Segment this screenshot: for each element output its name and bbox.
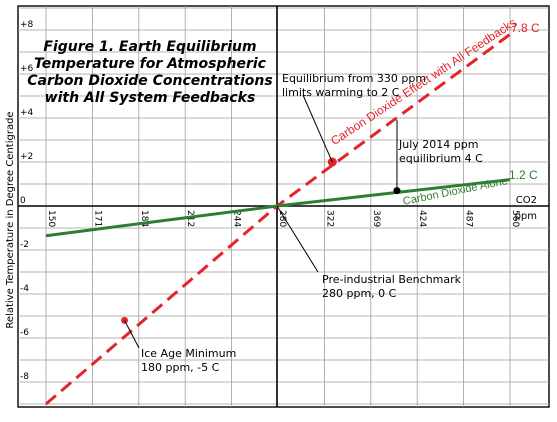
x-tick-label: 369 — [371, 210, 381, 227]
y-axis-label: Relative Temperature in Degree Centigrad… — [5, 111, 16, 328]
x-tick-label: 150 — [46, 210, 56, 227]
title-line-4: with All System Feedbacks — [45, 90, 256, 106]
title-line-2: Temperature for Atmospheric — [34, 56, 267, 72]
annotation-text: 180 ppm, -5 C — [141, 361, 220, 374]
annotation-text: Ice Age Minimum — [141, 347, 236, 360]
annotation-text: equilibrium 4 C — [399, 152, 483, 165]
annotation-text: July 2014 ppm — [398, 138, 478, 151]
x-tick-label: 487 — [464, 210, 474, 227]
title-line-1: Figure 1. Earth Equilibrium — [43, 39, 256, 55]
x-tick-label: 171 — [92, 210, 102, 227]
y-tick-label: +4 — [20, 108, 34, 118]
y-tick-label: -2 — [20, 240, 29, 250]
data-point — [121, 317, 128, 324]
annotation-text: 280 ppm, 0 C — [322, 287, 397, 300]
end-value-all-feedbacks: 7.8 C — [511, 21, 540, 35]
chart-title: Figure 1. Earth Equilibrium Temperature … — [27, 39, 272, 106]
y-tick-label: -4 — [20, 284, 29, 294]
annotation-text: Pre-industrial Benchmark — [322, 273, 462, 286]
y-tick-label: -6 — [20, 328, 29, 338]
y-tick-label: +8 — [20, 20, 34, 30]
x-tick-label: 280 — [277, 210, 287, 227]
x-tick-label: 322 — [324, 210, 334, 227]
y-tick-label: 0 — [20, 196, 26, 206]
title-line-3: Carbon Dioxide Concentrations — [27, 73, 272, 89]
end-value-co2-alone: 1.2 C — [509, 168, 538, 182]
annotation-text: Equilibrium from 330 ppm — [282, 72, 426, 85]
x-tick-label: 424 — [417, 210, 427, 227]
y-tick-label: -8 — [20, 372, 29, 382]
x-axis-unit: ppm — [515, 211, 537, 222]
y-tick-label: +2 — [20, 152, 33, 162]
annotation-text: limits warming to 2 C — [282, 86, 400, 99]
x-axis-label: CO2 — [516, 195, 537, 206]
